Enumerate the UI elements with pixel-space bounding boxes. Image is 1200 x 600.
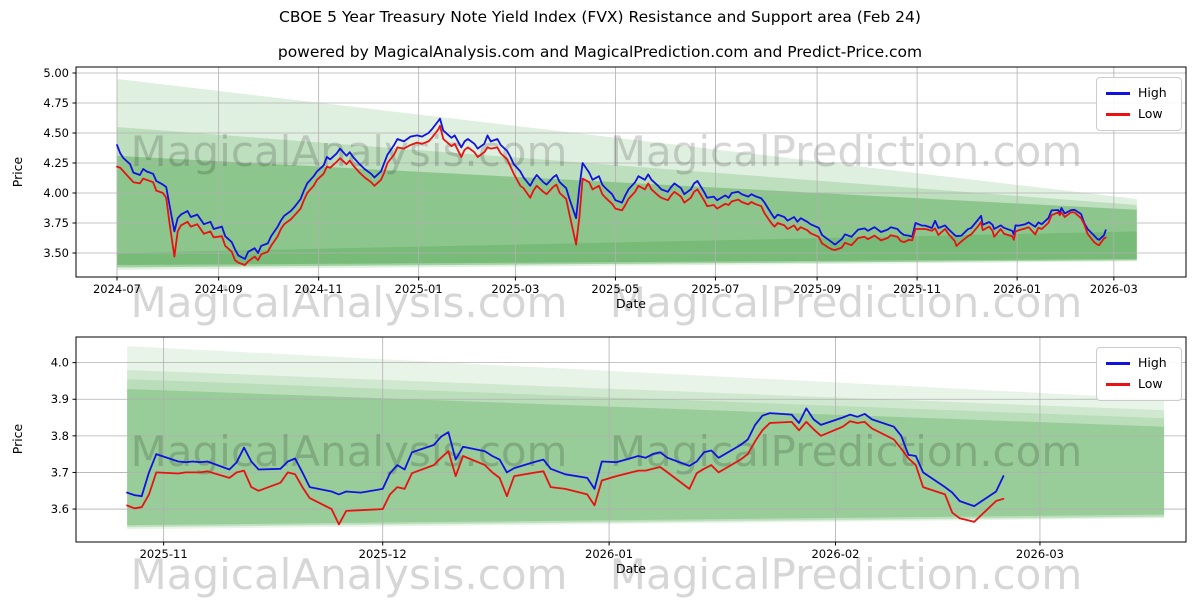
- full-history-low-line: [116, 124, 1107, 266]
- recent-detail-low-line: [126, 420, 1005, 526]
- y-tick-label: 4.0: [51, 356, 69, 370]
- recent-detail-high-line: [126, 407, 1005, 507]
- recent-detail-legend: High Low: [1096, 347, 1182, 401]
- watermark-text: MagicalAnalysis.com: [131, 550, 568, 599]
- legend-line-sample: [1106, 383, 1130, 386]
- y-axis-label: Price: [10, 423, 25, 454]
- x-tick-label: 2024-11: [295, 282, 343, 296]
- y-tick-label: 3.8: [51, 429, 69, 443]
- support-resistance-band: [127, 369, 1165, 528]
- watermark-text: MagicalPrediction.com: [610, 278, 1083, 327]
- y-tick-label: 3.9: [51, 392, 69, 406]
- y-tick-label: 3.75: [43, 216, 69, 230]
- x-tick-label: 2026-01: [585, 547, 633, 561]
- support-resistance-band: [127, 379, 1165, 527]
- chart-title: CBOE 5 Year Treasury Note Yield Index (F…: [279, 8, 921, 26]
- x-tick-label: 2025-12: [359, 547, 407, 561]
- x-tick-label: 2024-07: [93, 282, 141, 296]
- x-axis-label: Date: [616, 296, 646, 311]
- watermark-text: MagicalAnalysis.com: [131, 278, 568, 327]
- full-history-legend: High Low: [1096, 77, 1182, 131]
- legend-label: Low: [1138, 376, 1163, 392]
- legend-label: Low: [1138, 106, 1163, 122]
- x-tick-label: 2024-09: [195, 282, 243, 296]
- x-tick-label: 2025-09: [793, 282, 841, 296]
- full-history-ticks: 2024-07 2024-09 2024-11 2025-01 2025-03 2025-…: [43, 66, 1137, 296]
- legend-line-sample: [1106, 92, 1130, 95]
- y-tick-label: 3.50: [43, 246, 69, 260]
- x-tick-label: 2026-01: [993, 282, 1041, 296]
- recent-detail-ticks: 2025-11 2025-12 2026-01 2026-02 2026-03 3.6 3.…: [51, 356, 1064, 561]
- support-resistance-band: [116, 79, 1137, 270]
- x-tick-label: 2025-11: [140, 547, 188, 561]
- support-resistance-band: [127, 346, 1165, 530]
- y-axis-label: Price: [10, 156, 25, 187]
- y-tick-label: 4.50: [43, 126, 69, 140]
- recent-detail-bands: [127, 346, 1165, 530]
- x-tick-label: 2025-01: [395, 282, 443, 296]
- legend-item-high: High: [1106, 83, 1173, 104]
- y-tick-label: 5.00: [43, 66, 69, 80]
- x-tick-label: 2025-05: [591, 282, 639, 296]
- recent-detail-frame: [75, 336, 1187, 543]
- x-tick-label: 2025-07: [691, 282, 739, 296]
- legend-label: High: [1138, 85, 1167, 101]
- legend-item-high: High: [1106, 353, 1173, 374]
- watermark-text: MagicalPrediction.com: [610, 427, 1083, 476]
- watermark-text: MagicalPrediction.com: [610, 550, 1083, 599]
- y-tick-label: 3.7: [51, 465, 69, 479]
- x-tick-label: 2025-11: [893, 282, 941, 296]
- full-history-grid: [76, 67, 1186, 277]
- legend-line-sample: [1106, 362, 1130, 365]
- x-axis-label: Date: [616, 561, 646, 576]
- watermark-text: MagicalPrediction.com: [610, 127, 1083, 176]
- y-tick-label: 4.00: [43, 186, 69, 200]
- legend-line-sample: [1106, 113, 1130, 116]
- recent-detail-grid: [76, 337, 1186, 542]
- legend-item-low: Low: [1106, 104, 1173, 125]
- y-tick-label: 3.6: [51, 502, 69, 516]
- full-history-frame: [75, 66, 1187, 278]
- legend-item-low: Low: [1106, 374, 1173, 395]
- watermark-text: MagicalAnalysis.com: [131, 127, 568, 176]
- watermark-text: MagicalAnalysis.com: [131, 427, 568, 476]
- full-history-high-line: [116, 117, 1107, 260]
- y-tick-label: 4.25: [43, 156, 69, 170]
- x-tick-label: 2026-03: [1016, 547, 1064, 561]
- legend-label: High: [1138, 355, 1167, 371]
- x-tick-label: 2025-03: [491, 282, 539, 296]
- y-tick-label: 4.75: [43, 96, 69, 110]
- chart-subtitle: powered by MagicalAnalysis.com and Magic…: [277, 43, 923, 61]
- x-tick-label: 2026-02: [811, 547, 859, 561]
- x-tick-label: 2026-03: [1090, 282, 1138, 296]
